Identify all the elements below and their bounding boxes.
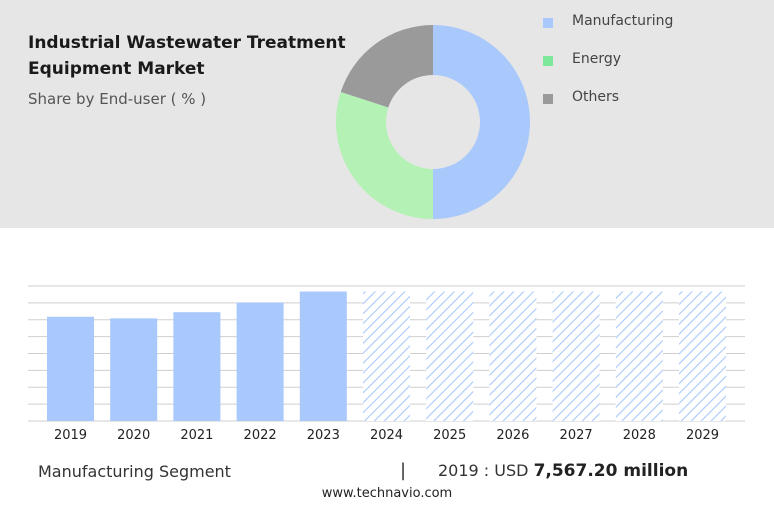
x-tick-label: 2026	[496, 428, 529, 443]
bar-2021	[173, 312, 221, 421]
x-tick-label: 2020	[117, 428, 150, 443]
donut-slice-manufacturing	[433, 25, 530, 219]
end-user-donut-chart	[336, 25, 530, 219]
bar-2019	[47, 316, 94, 421]
forecast-bar-2025	[426, 291, 474, 421]
chart-title-line2: Equipment Market	[28, 59, 205, 79]
website-link[interactable]: www.technavio.com	[321, 486, 453, 501]
legend-swatch	[543, 94, 553, 104]
chart-title: Industrial Wastewater Treatment Equipmen…	[28, 30, 358, 82]
footer-separator: |	[400, 460, 407, 481]
x-tick-label: 2022	[244, 428, 277, 443]
legend-label: Energy	[572, 51, 622, 67]
bar-2022	[236, 302, 284, 421]
bar-2023	[299, 291, 347, 421]
legend-swatch	[543, 18, 553, 28]
forecast-bar-2028	[615, 291, 663, 421]
x-tick-label: 2027	[560, 428, 593, 443]
segment-label: Manufacturing Segment	[38, 462, 231, 481]
legend-swatch	[543, 56, 553, 66]
segment-year-label: 2019 : USD	[438, 461, 529, 480]
forecast-bar-2027	[552, 291, 600, 421]
forecast-bar-2026	[489, 291, 537, 421]
x-tick-label: 2028	[623, 428, 656, 443]
forecast-bar-2029	[679, 291, 726, 421]
donut-slice-energy	[336, 92, 433, 219]
donut-slice-others	[340, 25, 433, 108]
x-tick-label: 2021	[180, 428, 213, 443]
market-size-bar-chart: 2019 2020 2021 2022 2023 2024 2025 2026 2027 2028…	[28, 285, 745, 443]
segment-value-amount: 7,567.20 million	[533, 461, 689, 481]
bar-2020	[110, 318, 158, 421]
chart-subtitle: Share by End-user ( % )	[28, 90, 207, 108]
legend-label: Others	[572, 89, 620, 105]
segment-value: 2019 : USD 7,567.20 million	[438, 461, 688, 481]
x-tick-label: 2029	[686, 428, 719, 443]
x-tick-label: 2023	[307, 428, 340, 443]
forecast-bar-2024	[363, 291, 410, 421]
x-tick-label: 2019	[54, 428, 87, 443]
chart-title-line1: Industrial Wastewater Treatment	[28, 33, 346, 53]
x-tick-label: 2024	[370, 428, 403, 443]
legend-label: Manufacturing	[572, 13, 674, 29]
x-tick-label: 2025	[433, 428, 466, 443]
